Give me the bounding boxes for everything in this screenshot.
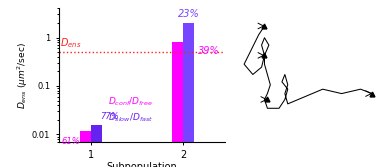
Y-axis label: $D_{ens}$ ($\mu m^2$/sec): $D_{ens}$ ($\mu m^2$/sec): [16, 42, 31, 109]
Bar: [183, 23, 194, 167]
Bar: [91, 125, 102, 167]
Text: 39%: 39%: [198, 46, 220, 56]
Text: $D_{slow}/D_{fast}$: $D_{slow}/D_{fast}$: [108, 112, 153, 124]
Text: $D_{ens}$: $D_{ens}$: [60, 36, 82, 50]
Text: 61%: 61%: [61, 137, 80, 146]
Text: 77%: 77%: [100, 112, 119, 121]
Text: $D_{conf}/D_{free}$: $D_{conf}/D_{free}$: [108, 95, 153, 108]
Text: 23%: 23%: [178, 10, 200, 19]
X-axis label: Subpopulation: Subpopulation: [106, 162, 177, 167]
Bar: [80, 131, 91, 167]
Bar: [172, 42, 183, 167]
